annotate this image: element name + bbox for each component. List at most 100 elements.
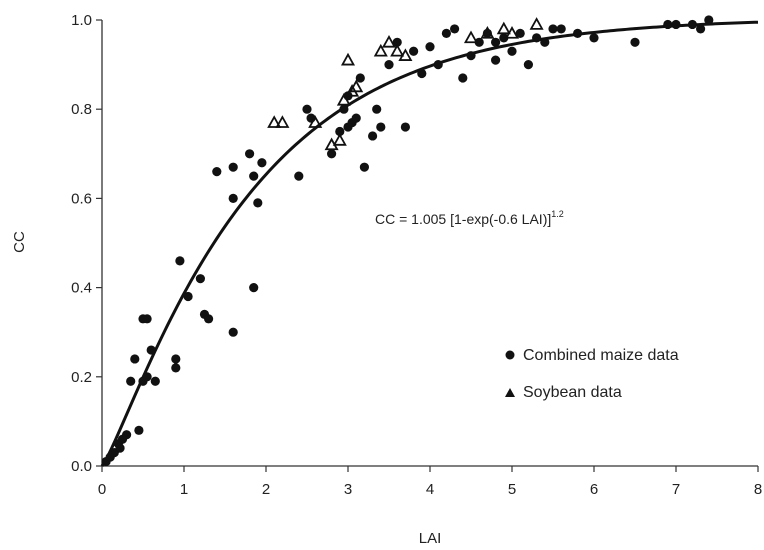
maize-data-point <box>384 60 394 70</box>
maize-data-point <box>433 60 443 70</box>
y-tick-label: 1.0 <box>71 12 92 29</box>
x-tick-label: 0 <box>98 481 106 498</box>
maize-data-point <box>368 131 378 141</box>
data-points-layer <box>101 15 714 467</box>
maize-data-point <box>134 425 144 435</box>
maize-data-point <box>372 104 382 114</box>
maize-data-point <box>195 274 205 284</box>
soybean-data-point <box>398 48 413 61</box>
soybean-data-point <box>340 52 356 66</box>
maize-data-point <box>425 42 435 52</box>
maize-data-point <box>253 198 263 208</box>
maize-data-point <box>294 171 304 181</box>
maize-data-point <box>327 149 337 159</box>
maize-data-point <box>257 158 267 168</box>
maize-data-point <box>474 37 484 47</box>
maize-data-point <box>458 73 468 83</box>
x-tick-label: 4 <box>426 481 434 498</box>
tick-labels: 0 1 2 3 4 5 6 7 8 0.0 0.2 0.4 0.6 0.8 1.0 <box>71 12 762 498</box>
maize-data-point <box>491 37 501 47</box>
soybean-data-point <box>349 79 364 93</box>
x-axis-title: LAI <box>419 530 442 547</box>
fit-curve-layer <box>100 20 759 467</box>
maize-data-point <box>548 24 558 34</box>
maize-data-point <box>400 122 410 132</box>
fit-equation-annotation: CC = 1.005 [1-exp(-0.6 LAI)]1.2 <box>375 209 564 227</box>
maize-data-point <box>339 104 349 114</box>
maize-data-point <box>142 372 152 382</box>
soybean-data-point <box>504 26 520 39</box>
maize-data-point <box>409 46 419 56</box>
fit-equation-exponent: 1.2 <box>551 209 564 219</box>
legend-marker-soybean <box>505 388 515 397</box>
soybean-data-point <box>496 21 511 35</box>
maize-data-point <box>630 37 640 47</box>
soybean-data-point <box>308 115 323 128</box>
maize-data-point <box>249 171 259 181</box>
y-tick-label: 0.0 <box>71 458 92 475</box>
y-tick-label: 0.2 <box>71 369 92 386</box>
maize-data-point <box>228 327 238 337</box>
maize-data-point <box>540 37 550 47</box>
maize-data-point <box>523 60 534 70</box>
maize-data-point <box>392 37 402 47</box>
maize-data-point <box>130 354 140 364</box>
x-tick-label: 6 <box>590 481 598 498</box>
maize-data-point <box>228 162 238 172</box>
y-tick-label: 0.6 <box>71 190 92 207</box>
maize-data-point <box>212 167 222 177</box>
x-tick-label: 7 <box>672 481 680 498</box>
maize-data-point <box>355 73 365 83</box>
maize-data-point <box>507 46 517 56</box>
legend-label-maize: Combined maize data <box>523 347 679 364</box>
maize-data-point <box>175 256 185 266</box>
maize-data-point <box>532 33 542 43</box>
soybean-data-point <box>275 115 290 128</box>
maize-data-point <box>663 19 673 30</box>
maize-data-point <box>499 33 509 43</box>
maize-data-point <box>171 354 181 364</box>
soybean-data-point <box>480 26 495 39</box>
soybean-data-point <box>529 17 544 30</box>
y-tick-label: 0.8 <box>71 101 92 118</box>
maize-data-point <box>204 314 214 324</box>
maize-data-point <box>249 283 259 293</box>
maize-data-point <box>466 51 476 61</box>
maize-data-point <box>671 19 681 30</box>
maize-data-point <box>126 376 136 386</box>
maize-data-point <box>228 193 238 203</box>
maize-data-point <box>376 122 386 132</box>
maize-data-point <box>146 345 156 355</box>
soybean-data-point <box>336 92 351 106</box>
y-tick-label: 0.4 <box>71 280 92 297</box>
maize-data-point <box>245 149 255 159</box>
x-tick-label: 2 <box>262 481 270 498</box>
x-tick-label: 8 <box>754 481 762 498</box>
axes <box>96 19 759 472</box>
legend-marker-maize <box>505 350 515 360</box>
maize-data-point <box>302 104 312 114</box>
fit-curve <box>100 20 759 467</box>
soybean-data-point <box>463 30 479 44</box>
soybean-data-point <box>332 133 347 146</box>
soybean-data-point <box>373 43 388 57</box>
maize-data-point <box>441 28 451 38</box>
maize-data-point <box>491 55 501 65</box>
maize-data-point <box>183 291 193 302</box>
maize-data-point <box>589 33 599 43</box>
maize-data-point <box>150 376 160 386</box>
legend: Combined maize data Soybean data <box>505 347 679 401</box>
maize-data-point <box>359 162 369 172</box>
maize-data-point <box>696 24 706 34</box>
maize-data-point <box>115 443 125 453</box>
soybean-data-point <box>390 43 405 57</box>
maize-data-point <box>171 363 181 373</box>
maize-data-point <box>417 68 427 79</box>
legend-label-soybean: Soybean data <box>523 384 622 401</box>
maize-data-point <box>450 24 460 34</box>
x-tick-label: 5 <box>508 481 516 498</box>
maize-data-point <box>117 434 128 444</box>
maize-data-point <box>335 126 345 137</box>
maize-data-point <box>687 19 698 30</box>
